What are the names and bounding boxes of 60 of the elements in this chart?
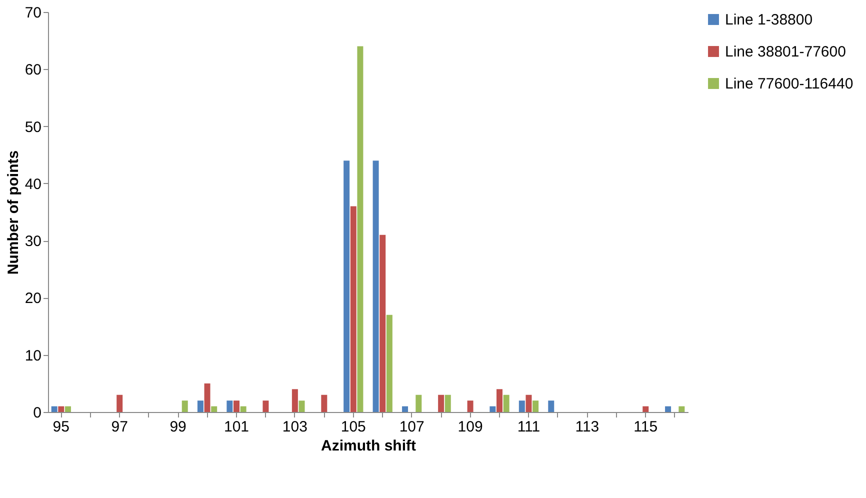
x-tick-label: 95 — [52, 418, 70, 436]
bar — [380, 234, 386, 412]
legend-label: Line 1-38800 — [725, 12, 813, 28]
y-tick-label: 20 — [24, 290, 42, 308]
x-tick-label: 111 — [517, 418, 540, 436]
bar — [211, 406, 218, 412]
x-tick-label: 107 — [399, 418, 424, 436]
bar — [240, 406, 246, 412]
bar — [402, 406, 408, 412]
bar — [467, 400, 474, 412]
bar — [490, 406, 496, 412]
bar — [344, 160, 350, 412]
bar — [116, 394, 123, 412]
bar — [51, 406, 58, 412]
bar — [526, 394, 532, 412]
bar — [292, 389, 298, 412]
bar — [357, 46, 364, 412]
x-axis-title: Azimuth shift — [321, 438, 416, 454]
y-axis-title: Number of points — [4, 150, 22, 275]
bar — [642, 406, 649, 412]
bar — [386, 314, 392, 412]
y-tick-label: 50 — [24, 118, 42, 136]
x-tick-label: 97 — [111, 418, 128, 436]
bar — [204, 383, 210, 412]
bar — [532, 400, 539, 412]
bar — [416, 394, 422, 412]
y-tick-label: 10 — [24, 347, 42, 364]
y-tick-label: 0 — [33, 404, 42, 422]
y-tick-label: 60 — [24, 62, 42, 79]
x-tick-label: 105 — [340, 418, 366, 436]
bar — [262, 400, 269, 412]
bar — [444, 394, 451, 412]
x-tick-label: 99 — [170, 418, 186, 436]
bar — [350, 206, 356, 412]
bar — [503, 394, 510, 412]
bar — [64, 406, 71, 412]
x-tick-label: 113 — [575, 418, 600, 436]
bar — [665, 406, 672, 412]
bar — [226, 400, 233, 412]
bar — [298, 400, 305, 412]
x-tick-label: 109 — [458, 418, 483, 436]
bar — [438, 394, 444, 412]
legend-label: Line 77600-116440 — [725, 76, 854, 92]
bar — [496, 389, 503, 412]
x-tick-label: 103 — [282, 418, 308, 436]
legend-label: Line 38801-77600 — [725, 44, 846, 60]
bar — [182, 400, 188, 412]
bar — [548, 400, 554, 412]
x-tick-label: 115 — [634, 418, 658, 436]
bar — [518, 400, 525, 412]
bar — [233, 400, 240, 412]
x-tick-label: 101 — [224, 418, 250, 436]
y-tick-label: 70 — [24, 4, 42, 22]
bar — [372, 160, 379, 412]
bar — [197, 400, 204, 412]
bar — [321, 394, 328, 412]
y-tick-label: 40 — [24, 176, 42, 193]
bar — [58, 406, 64, 412]
y-tick-label: 30 — [24, 233, 42, 250]
bar — [678, 406, 685, 412]
